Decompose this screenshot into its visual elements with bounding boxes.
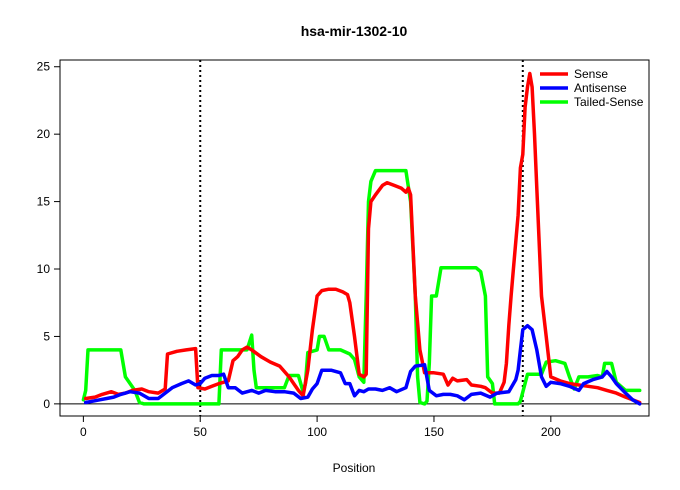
y-tick-label-20: 20 xyxy=(37,127,51,141)
series-line-sense xyxy=(83,71,642,405)
x-tick-label-150: 150 xyxy=(424,425,444,439)
y-tick-label-0: 0 xyxy=(43,397,50,411)
legend-label-sense: Sense xyxy=(574,67,608,81)
x-tick-label-0: 0 xyxy=(80,425,87,439)
x-tick-label-50: 50 xyxy=(194,425,208,439)
x-tick-label-100: 100 xyxy=(307,425,327,439)
y-axis: 0 5 10 15 20 25 xyxy=(37,60,60,411)
y-tick-label-25: 25 xyxy=(37,60,51,74)
y-tick-label-5: 5 xyxy=(43,329,50,343)
legend-label-antisense: Antisense xyxy=(574,81,627,95)
x-tick-label-200: 200 xyxy=(541,425,561,439)
y-tick-label-15: 15 xyxy=(37,195,51,209)
x-axis: 0 50 100 150 200 xyxy=(80,416,561,439)
series-layer xyxy=(81,71,642,406)
x-axis-label: Position xyxy=(333,461,376,475)
legend-label-tailed-sense: Tailed-Sense xyxy=(574,95,644,109)
plot-frame xyxy=(59,59,650,417)
y-tick-label-10: 10 xyxy=(37,262,51,276)
chart-title: hsa-mir-1302-10 xyxy=(301,23,408,39)
series-line-antisense xyxy=(83,323,642,406)
